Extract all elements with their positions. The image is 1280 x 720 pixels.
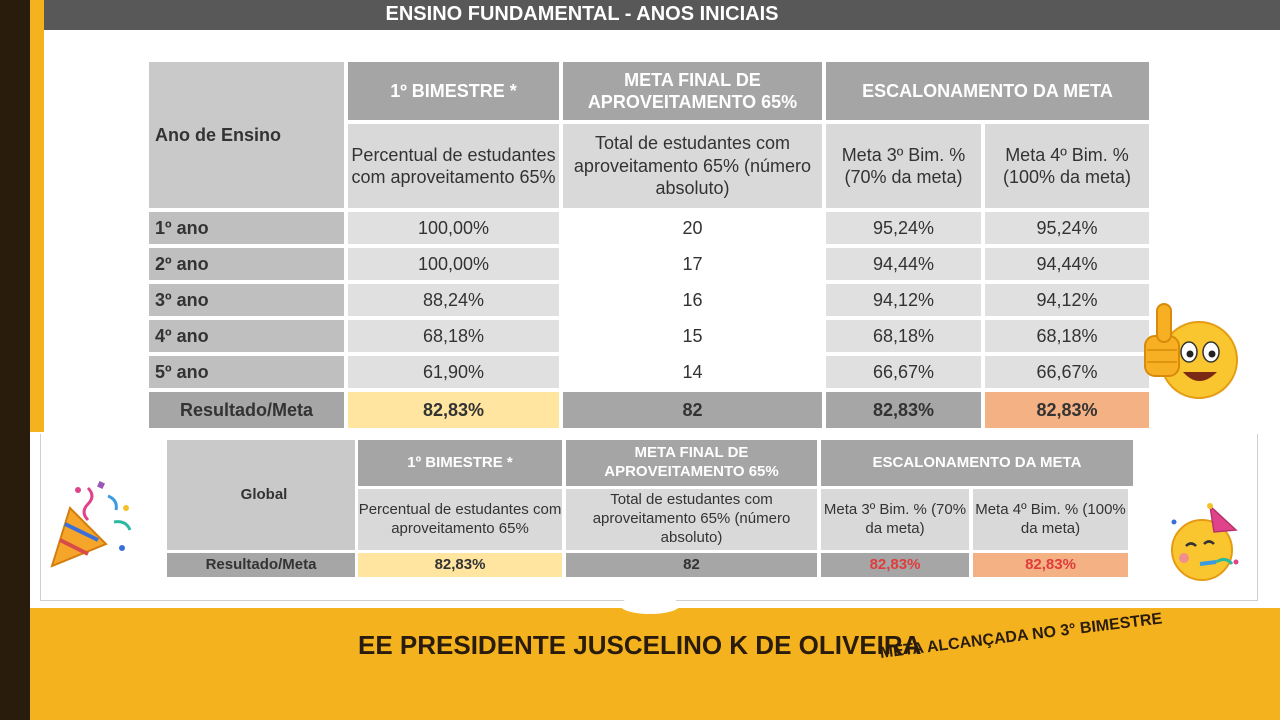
cell-percentual: 100,00% <box>348 248 559 280</box>
cell-meta-3bim: 95,24% <box>826 212 981 244</box>
cell-meta-4bim: 95,24% <box>985 212 1149 244</box>
left-dark-bar <box>0 0 30 720</box>
result-percentual: 82,83% <box>358 553 562 577</box>
row-label: 5º ano <box>149 356 344 388</box>
cell-meta-4bim: 94,12% <box>985 284 1149 316</box>
row-header-global: Global <box>167 440 355 550</box>
result-total: 82 <box>566 553 817 577</box>
sub-percentual: Percentual de estudantes com aproveitame… <box>358 489 562 550</box>
sub-meta-4bim: Meta 4º Bim. % (100% da meta) <box>985 124 1149 208</box>
title-band <box>44 0 1280 30</box>
cell-total: 17 <box>563 248 822 280</box>
cell-meta-3bim: 94,12% <box>826 284 981 316</box>
result-label: Resultado/Meta <box>167 553 355 577</box>
row-label: 1º ano <box>149 212 344 244</box>
row-label: 4º ano <box>149 320 344 352</box>
cell-meta-3bim: 94,44% <box>826 248 981 280</box>
group-meta-final: META FINAL DE APROVEITAMENTO 65% <box>566 440 817 486</box>
cell-meta-4bim: 94,44% <box>985 248 1149 280</box>
cell-meta-3bim: 66,67% <box>826 356 981 388</box>
group-1-bimestre: 1º BIMESTRE * <box>348 62 559 120</box>
cell-meta-4bim: 66,67% <box>985 356 1149 388</box>
cell-percentual: 68,18% <box>348 320 559 352</box>
left-gold-bar <box>30 0 44 432</box>
cell-total: 14 <box>563 356 822 388</box>
sub-meta-3bim: Meta 3º Bim. % (70% da meta) <box>826 124 981 208</box>
sub-total: Total de estudantes com aproveitamento 6… <box>566 489 817 550</box>
result-total: 82 <box>563 392 822 428</box>
group-1-bimestre: 1º BIMESTRE * <box>358 440 562 486</box>
cell-total: 16 <box>563 284 822 316</box>
cell-percentual: 88,24% <box>348 284 559 316</box>
row-header-ano: Ano de Ensino <box>149 62 344 208</box>
row-label: 3º ano <box>149 284 344 316</box>
party-popper-icon <box>50 481 132 568</box>
sub-meta-3bim: Meta 3º Bim. % (70% da meta) <box>821 489 969 550</box>
sub-percentual: Percentual de estudantes com aproveitame… <box>348 124 559 208</box>
result-meta-4bim: 82,83% <box>985 392 1149 428</box>
result-percentual: 82,83% <box>348 392 559 428</box>
cell-meta-4bim: 68,18% <box>985 320 1149 352</box>
cell-percentual: 61,90% <box>348 356 559 388</box>
group-escalonamento: ESCALONAMENTO DA META <box>826 62 1149 120</box>
group-meta-final: META FINAL DE APROVEITAMENTO 65% <box>563 62 822 120</box>
cell-total: 20 <box>563 212 822 244</box>
cell-percentual: 100,00% <box>348 212 559 244</box>
sub-total: Total de estudantes com aproveitamento 6… <box>563 124 822 208</box>
page-title: ENSINO FUNDAMENTAL - ANOS INICIAIS <box>385 3 779 25</box>
footer-ellipse <box>620 596 680 614</box>
result-label: Resultado/Meta <box>149 392 344 428</box>
result-meta-3bim: 82,83% <box>826 392 981 428</box>
cell-total: 15 <box>563 320 822 352</box>
group-escalonamento: ESCALONAMENTO DA META <box>821 440 1133 486</box>
sub-meta-4bim: Meta 4º Bim. % (100% da meta) <box>973 489 1128 550</box>
cell-meta-3bim: 68,18% <box>826 320 981 352</box>
thumbs-up-emoji-icon <box>1144 303 1238 399</box>
party-face-emoji-icon <box>1171 503 1239 581</box>
footer-band <box>30 608 1280 720</box>
school-name: EE PRESIDENTE JUSCELINO K DE OLIVEIRA <box>358 630 922 660</box>
row-label: 2º ano <box>149 248 344 280</box>
result-meta-4bim: 82,83% <box>973 553 1128 577</box>
result-meta-3bim: 82,83% <box>821 553 969 577</box>
